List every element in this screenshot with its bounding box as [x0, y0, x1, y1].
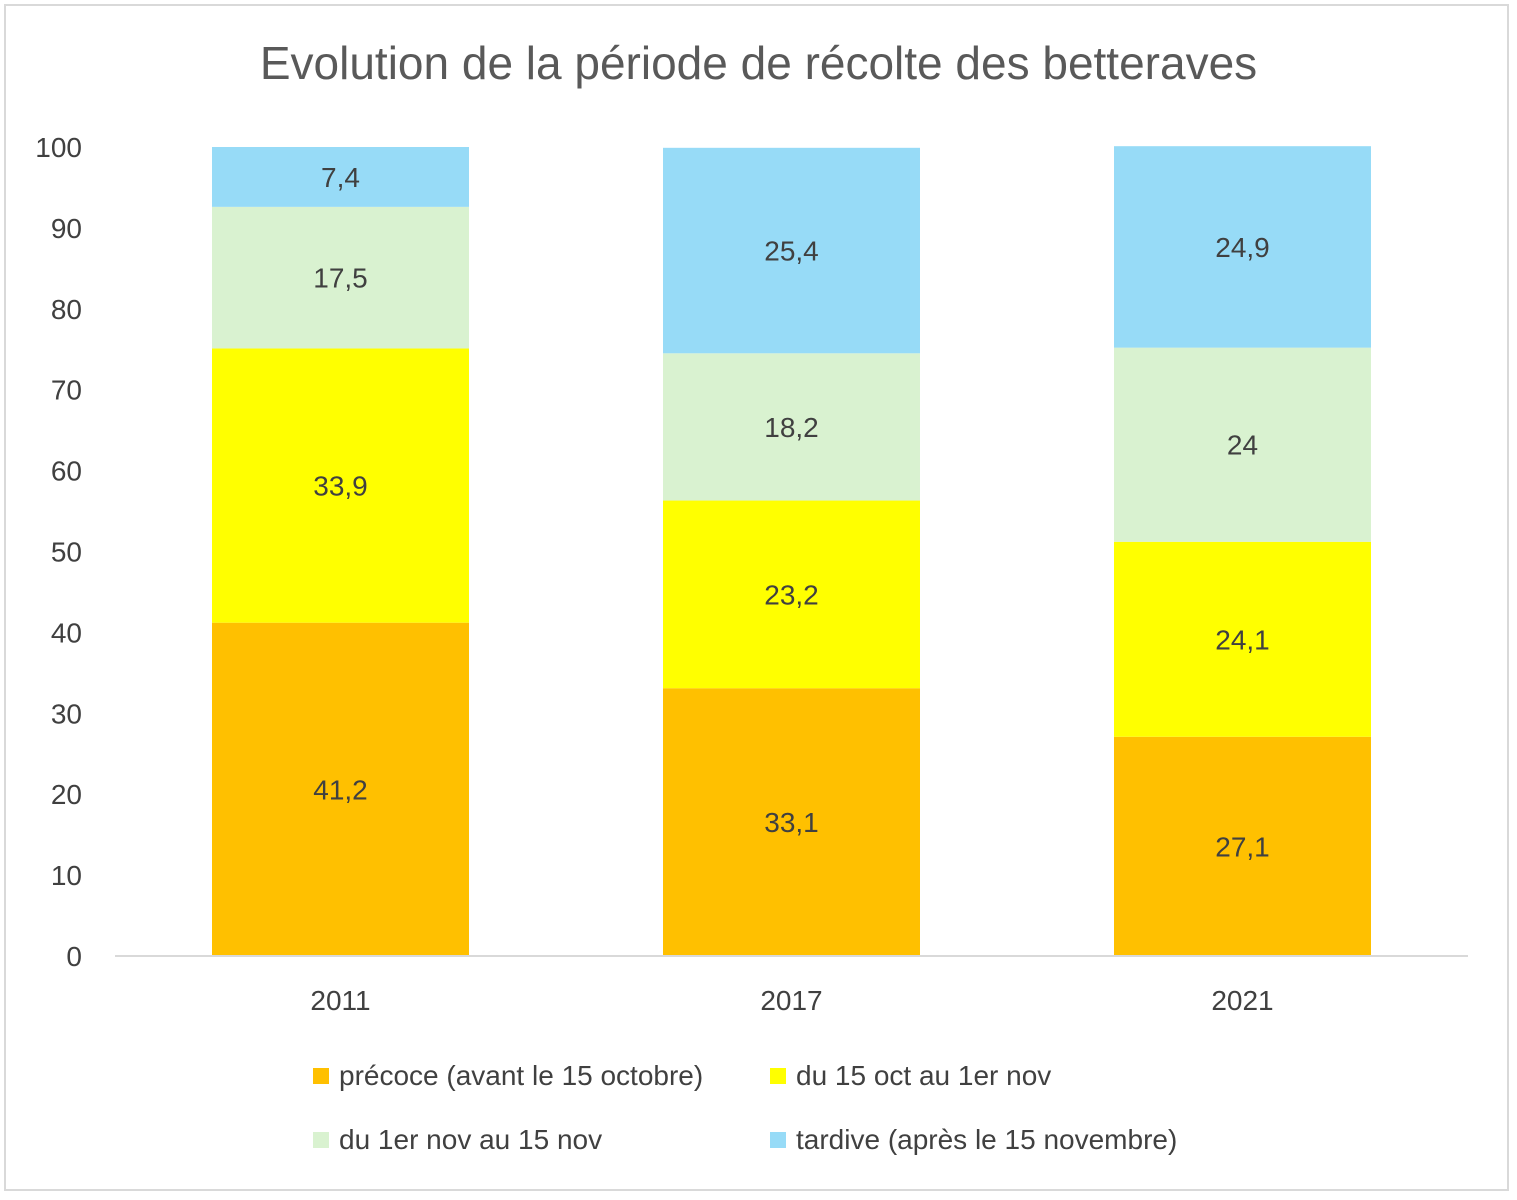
y-tick-label: 0	[66, 941, 82, 972]
bar-segment	[1114, 736, 1371, 956]
data-label: 24,9	[1215, 232, 1270, 263]
data-label: 27,1	[1215, 831, 1270, 862]
data-label: 33,1	[764, 807, 819, 838]
bars	[212, 146, 1371, 956]
data-labels: 41,2 33,9 17,5 7,4 33,1 23,2 18,2 25,4 27,1 24,1 2…	[313, 162, 1270, 862]
x-tick-label: 2021	[1211, 985, 1273, 1016]
y-tick-label: 40	[51, 617, 82, 648]
bar-segment	[663, 147, 920, 354]
legend-swatch	[770, 1068, 786, 1084]
y-tick-label: 80	[51, 294, 82, 325]
x-axis: 2011 2017 2021	[310, 985, 1273, 1016]
y-tick-label: 30	[51, 698, 82, 729]
y-tick-label: 100	[35, 132, 82, 163]
chart-title: Evolution de la période de récolte des b…	[259, 37, 1258, 89]
bar-segment	[212, 206, 469, 349]
data-label: 7,4	[321, 162, 360, 193]
y-tick-label: 70	[51, 375, 82, 406]
bar-segment	[1114, 541, 1371, 737]
legend-item-precoce: précoce (avant le 15 octobre)	[313, 1060, 703, 1092]
legend-swatch	[313, 1132, 329, 1148]
bar-segment	[212, 348, 469, 623]
legend-label: tardive (après le 15 novembre)	[796, 1124, 1178, 1155]
data-label: 24	[1227, 430, 1258, 461]
bar-segment	[663, 688, 920, 956]
data-label: 23,2	[764, 579, 819, 610]
data-label: 24,1	[1215, 624, 1270, 655]
bar-segment	[212, 147, 469, 207]
y-tick-label: 90	[51, 213, 82, 244]
bar-segment	[1114, 146, 1371, 348]
legend-item-tardive: tardive (après le 15 novembre)	[770, 1124, 1177, 1156]
data-label: 17,5	[313, 263, 368, 294]
bar-segment	[1114, 347, 1371, 542]
y-axis: 0 10 20 30 40 50 60 70 80 90 100	[35, 132, 82, 972]
legend-item-15oct-1nov: du 15 oct au 1er nov	[770, 1060, 1051, 1092]
y-tick-label: 10	[51, 860, 82, 891]
y-tick-label: 50	[51, 537, 82, 568]
data-label: 25,4	[764, 236, 819, 267]
legend-item-1nov-15nov: du 1er nov au 15 nov	[313, 1124, 602, 1156]
data-label: 18,2	[764, 412, 819, 443]
data-label: 33,9	[313, 471, 368, 502]
data-label: 41,2	[313, 774, 368, 805]
legend-swatch	[770, 1132, 786, 1148]
legend-label: précoce (avant le 15 octobre)	[339, 1060, 704, 1091]
x-tick-label: 2017	[760, 985, 822, 1016]
y-tick-label: 60	[51, 456, 82, 487]
x-tick-label: 2011	[310, 985, 370, 1016]
y-tick-label: 20	[51, 779, 82, 810]
bar-segment	[663, 500, 920, 689]
legend-label: du 15 oct au 1er nov	[796, 1060, 1052, 1091]
bar-segment	[212, 622, 469, 956]
legend-swatch	[313, 1068, 329, 1084]
legend-label: du 1er nov au 15 nov	[339, 1124, 603, 1155]
bar-segment	[663, 353, 920, 501]
